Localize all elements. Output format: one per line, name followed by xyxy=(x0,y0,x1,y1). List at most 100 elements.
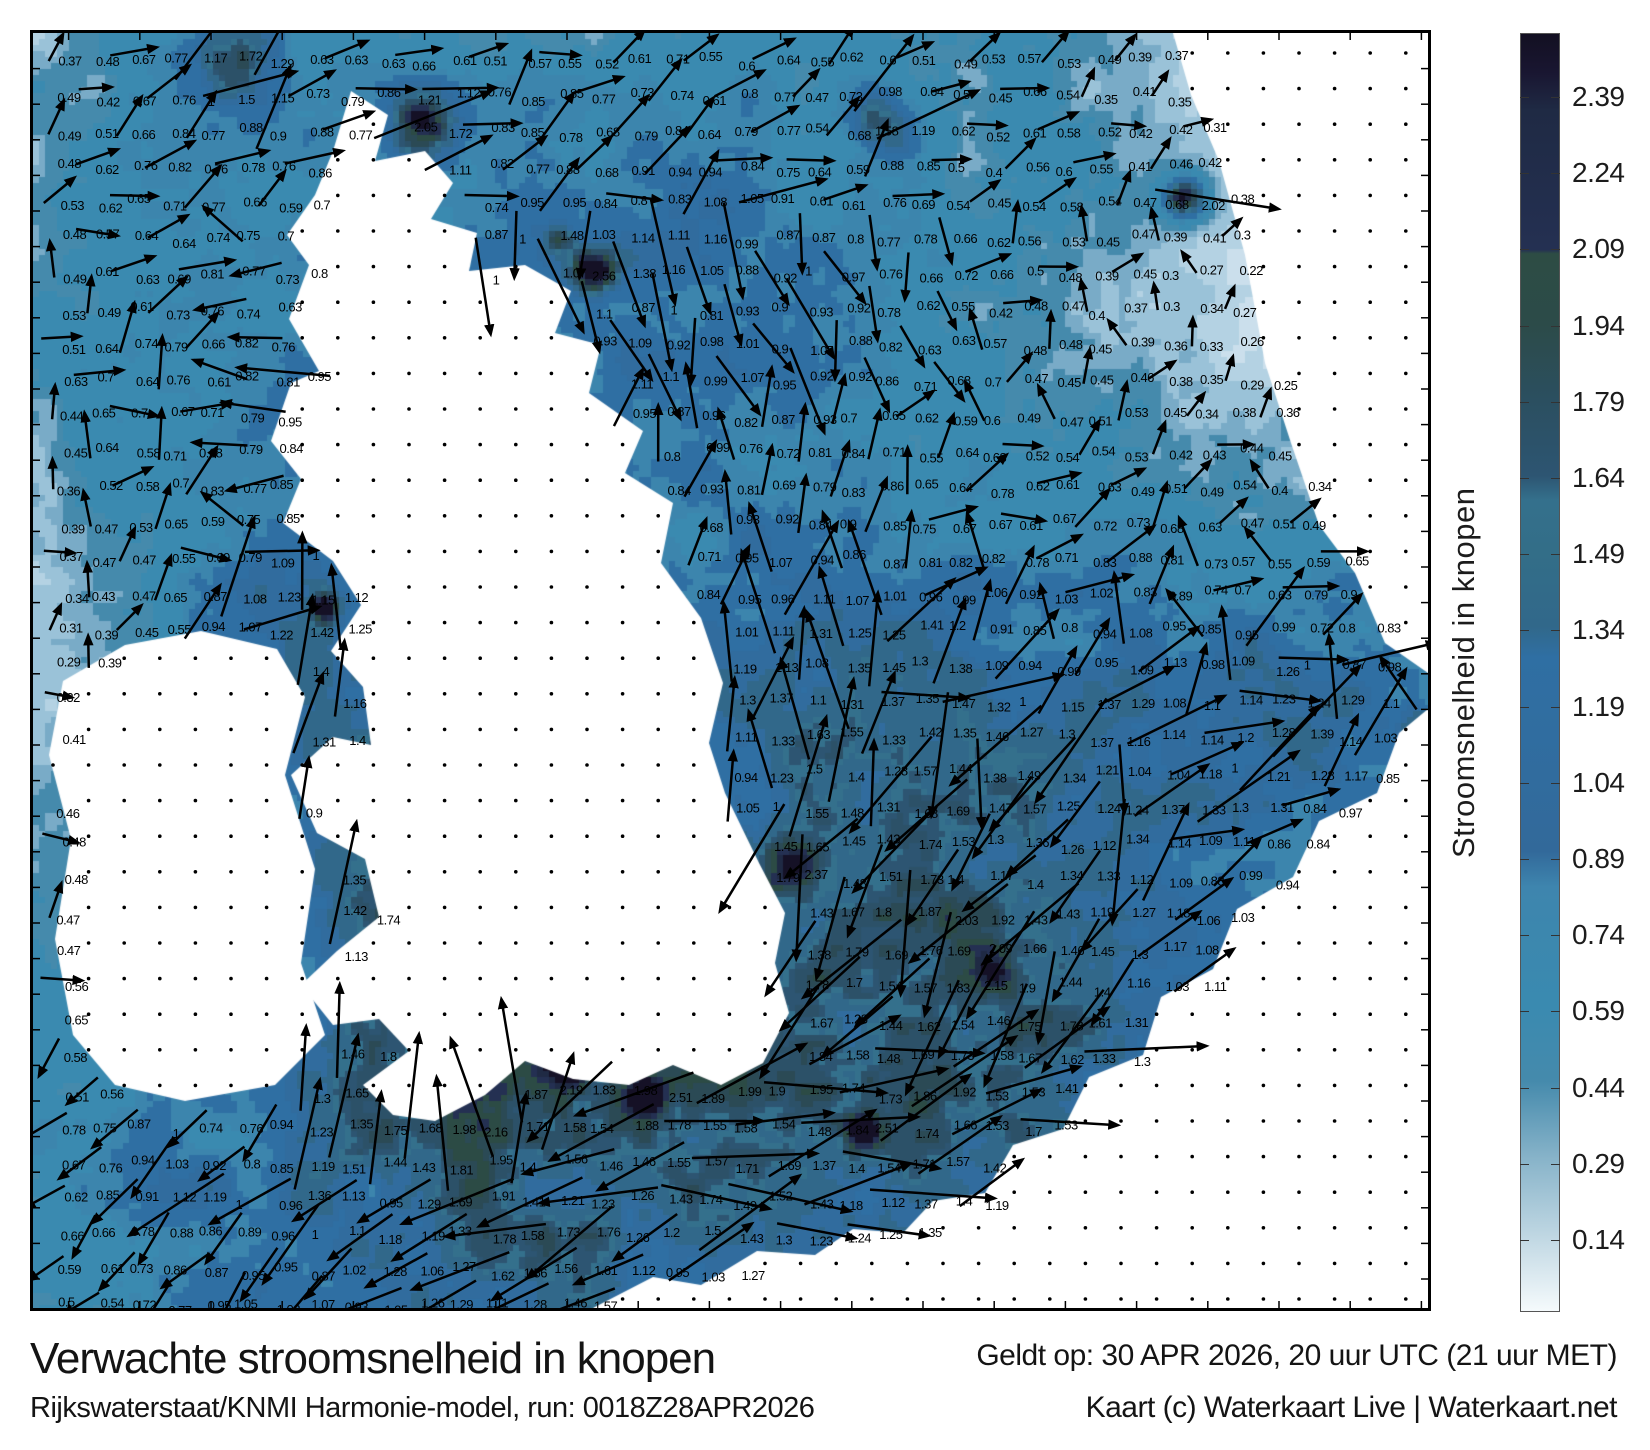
land-dot xyxy=(692,976,696,981)
current-arrow xyxy=(1170,741,1245,776)
land-dot xyxy=(727,870,732,874)
land-dot xyxy=(478,1012,483,1016)
current-arrow xyxy=(764,920,817,998)
current-value-label: 0.84 xyxy=(809,517,833,532)
current-value-label: 1.74 xyxy=(916,1126,940,1141)
land-dot xyxy=(549,727,554,732)
land-dot xyxy=(1154,1154,1159,1159)
current-value-label: 1.49 xyxy=(1017,768,1041,783)
current-arrow xyxy=(399,1177,515,1225)
current-arrow xyxy=(189,437,248,449)
current-value-label: 0.7 xyxy=(131,405,148,420)
current-arrow xyxy=(647,353,682,422)
land-dot xyxy=(1226,1083,1230,1088)
current-value-label: 1.26 xyxy=(421,1296,445,1308)
land-dot xyxy=(407,514,411,518)
current-value-label: 0.74 xyxy=(207,230,231,245)
land-dot xyxy=(1404,1261,1408,1266)
colorbar-tick xyxy=(1520,1011,1529,1013)
land-dot xyxy=(371,834,376,838)
current-arrow xyxy=(966,119,1009,131)
current-value-label: 1.35 xyxy=(350,1117,374,1132)
current-value-label: 0.39 xyxy=(1128,50,1152,65)
current-value-label: 0.8 xyxy=(1061,620,1078,635)
current-value-label: 1.27 xyxy=(1132,905,1156,920)
land-dot xyxy=(514,300,518,305)
current-value-label: 0.63 xyxy=(952,333,976,348)
current-value-label: 1.17 xyxy=(990,868,1014,883)
current-value-label: 0.83 xyxy=(1134,585,1158,600)
land-dot xyxy=(585,1048,589,1052)
current-arrow xyxy=(792,67,821,98)
current-value-label: 0.95 xyxy=(308,369,332,384)
current-arrow xyxy=(502,134,549,171)
current-value-label: 0.47 xyxy=(57,943,81,958)
land-dot xyxy=(442,1012,447,1016)
land-dot xyxy=(514,834,518,838)
current-value-label: 1.16 xyxy=(704,232,728,247)
current-value-label: 1 xyxy=(312,1227,319,1242)
current-value-label: 0.67 xyxy=(1053,511,1077,526)
current-arrow xyxy=(968,307,984,350)
current-value-label: 1.2 xyxy=(1237,730,1254,745)
land-dot xyxy=(1154,1083,1159,1088)
land-dot xyxy=(442,336,447,340)
land-dot xyxy=(1226,51,1230,55)
colorbar-tick-label: 1.34 xyxy=(1572,614,1625,646)
current-value-label: 1.14 xyxy=(631,231,655,246)
current-value-label: 0.62 xyxy=(917,298,941,313)
current-value-label: 1.26 xyxy=(1276,664,1300,679)
current-value-label: 1.12 xyxy=(632,1263,656,1278)
current-arrow xyxy=(768,1108,878,1178)
current-value-label: 0.79 xyxy=(735,124,759,139)
current-arrow xyxy=(326,1213,394,1262)
land-dot xyxy=(407,870,411,874)
current-value-label: 1.54 xyxy=(951,1017,975,1032)
current-value-label: 0.68 xyxy=(1160,521,1184,536)
land-dot xyxy=(1368,478,1372,483)
current-value-label: 0.47 xyxy=(1060,415,1084,430)
current-value-label: 0.47 xyxy=(56,913,80,928)
current-value-label: 1.07 xyxy=(846,593,870,608)
current-value-label: 0.8 xyxy=(244,1156,261,1171)
current-arrow xyxy=(166,1109,208,1149)
land-dot xyxy=(122,692,126,696)
current-arrow xyxy=(290,1179,358,1223)
land-dot xyxy=(158,656,162,660)
land-dot xyxy=(158,727,162,732)
current-arrow xyxy=(969,179,1002,203)
current-value-label: 0.93 xyxy=(736,304,760,319)
current-value-label: 1.28 xyxy=(1272,725,1296,740)
current-value-label: 0.3 xyxy=(1234,228,1251,243)
current-value-label: 1.3 xyxy=(739,693,756,708)
current-arrow xyxy=(183,582,222,640)
current-arrow xyxy=(831,372,848,424)
land-dot xyxy=(371,692,376,696)
current-value-label: 0.69 xyxy=(207,550,231,565)
current-arrow xyxy=(83,632,94,668)
land-dot xyxy=(620,763,625,767)
current-value-label: 0.53 xyxy=(1057,56,1081,71)
current-value-label: 0.75 xyxy=(777,165,801,180)
current-value-label: 0.37 xyxy=(59,549,83,564)
colorbar-tick xyxy=(1520,1087,1529,1089)
current-value-label: 0.95 xyxy=(1163,619,1187,634)
current-value-label: 1.11 xyxy=(631,376,654,391)
current-value-label: 1.02 xyxy=(343,1262,367,1277)
current-value-label: 0.82 xyxy=(235,335,259,350)
current-value-label: 0.84 xyxy=(665,123,689,138)
current-value-label: 0.58 xyxy=(136,479,160,494)
current-value-label: 0.82 xyxy=(235,369,259,384)
land-dot xyxy=(1261,51,1266,55)
current-value-label: 0.49 xyxy=(58,129,82,144)
land-dot xyxy=(1297,122,1301,126)
land-dot xyxy=(407,264,411,269)
current-value-label: 0.68 xyxy=(595,165,619,180)
current-value-label: 1.86 xyxy=(913,1088,937,1103)
current-value-label: 0.77 xyxy=(349,128,373,143)
current-arrow xyxy=(927,692,950,820)
current-value-label: 1.34 xyxy=(1060,868,1084,883)
current-arrow xyxy=(1150,69,1170,97)
current-arrow xyxy=(711,153,774,164)
land-dot xyxy=(1297,1154,1301,1159)
